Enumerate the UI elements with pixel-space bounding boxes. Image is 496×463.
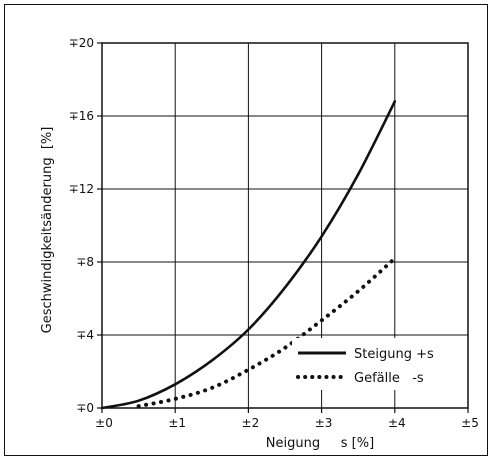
ticks: ±0 ±1 ±2 ±3 ±4 ±5 ∓0 ∓4 ∓8 ∓12 ∓16 ∓20 xyxy=(69,36,479,430)
grid xyxy=(102,43,468,408)
x-tick-label: ±4 xyxy=(388,416,406,430)
x-tick-label: ±5 xyxy=(461,416,479,430)
legend-label-gefaelle: Gefälle -s xyxy=(354,371,424,386)
x-tick-label: ±0 xyxy=(95,416,113,430)
y-tick-label: ∓16 xyxy=(69,109,94,123)
legend: Steigung +s Gefälle -s xyxy=(292,338,464,390)
series-layer xyxy=(100,100,397,410)
series-line-0 xyxy=(100,100,397,410)
x-tick-label: ±2 xyxy=(242,416,260,430)
y-axis-label: Geschwindigkeitsänderung [%] xyxy=(40,127,55,334)
x-tick-label: ±1 xyxy=(168,416,186,430)
x-axis-label: Neigung s [%] xyxy=(266,436,374,451)
plot-border xyxy=(101,42,469,409)
y-tick-label: ∓20 xyxy=(69,36,94,50)
x-tick-label: ±3 xyxy=(315,416,333,430)
y-tick-label: ∓0 xyxy=(76,401,94,415)
legend-background xyxy=(292,338,464,390)
series-line-1 xyxy=(136,256,397,409)
y-tick-label: ∓12 xyxy=(69,182,94,196)
y-tick-label: ∓8 xyxy=(76,255,94,269)
legend-label-steigung: Steigung +s xyxy=(354,347,434,362)
y-tick-label: ∓4 xyxy=(76,328,94,342)
